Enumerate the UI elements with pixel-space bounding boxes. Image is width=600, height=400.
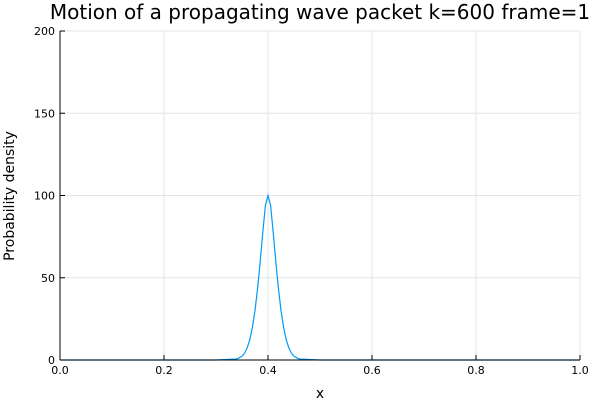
x-tick-label: 0.6 xyxy=(363,364,381,377)
y-tick-label: 200 xyxy=(34,25,55,38)
series-layer xyxy=(60,193,580,361)
y-tick-label: 100 xyxy=(34,190,55,203)
y-axis-label: Probability density xyxy=(2,131,18,261)
x-axis-label: x xyxy=(316,386,324,400)
wave-packet-series-line xyxy=(60,193,580,361)
x-tick-label: 0.8 xyxy=(467,364,485,377)
axes xyxy=(59,30,581,361)
x-tick-label: 1.0 xyxy=(571,364,589,377)
y-tick-label: 0 xyxy=(48,354,55,367)
x-tick-label: 0.2 xyxy=(155,364,173,377)
x-tick-label: 0.4 xyxy=(259,364,277,377)
y-tick-label: 50 xyxy=(41,272,55,285)
y-tick-label: 150 xyxy=(34,107,55,120)
tick-labels: 0.0 0.2 0.4 0.6 0.8 1.0 0 50 100 150 200 xyxy=(34,25,589,377)
chart-title: Motion of a propagating wave packet k=60… xyxy=(50,0,590,24)
grid xyxy=(59,30,581,361)
x-tick-label: 0.0 xyxy=(51,364,69,377)
